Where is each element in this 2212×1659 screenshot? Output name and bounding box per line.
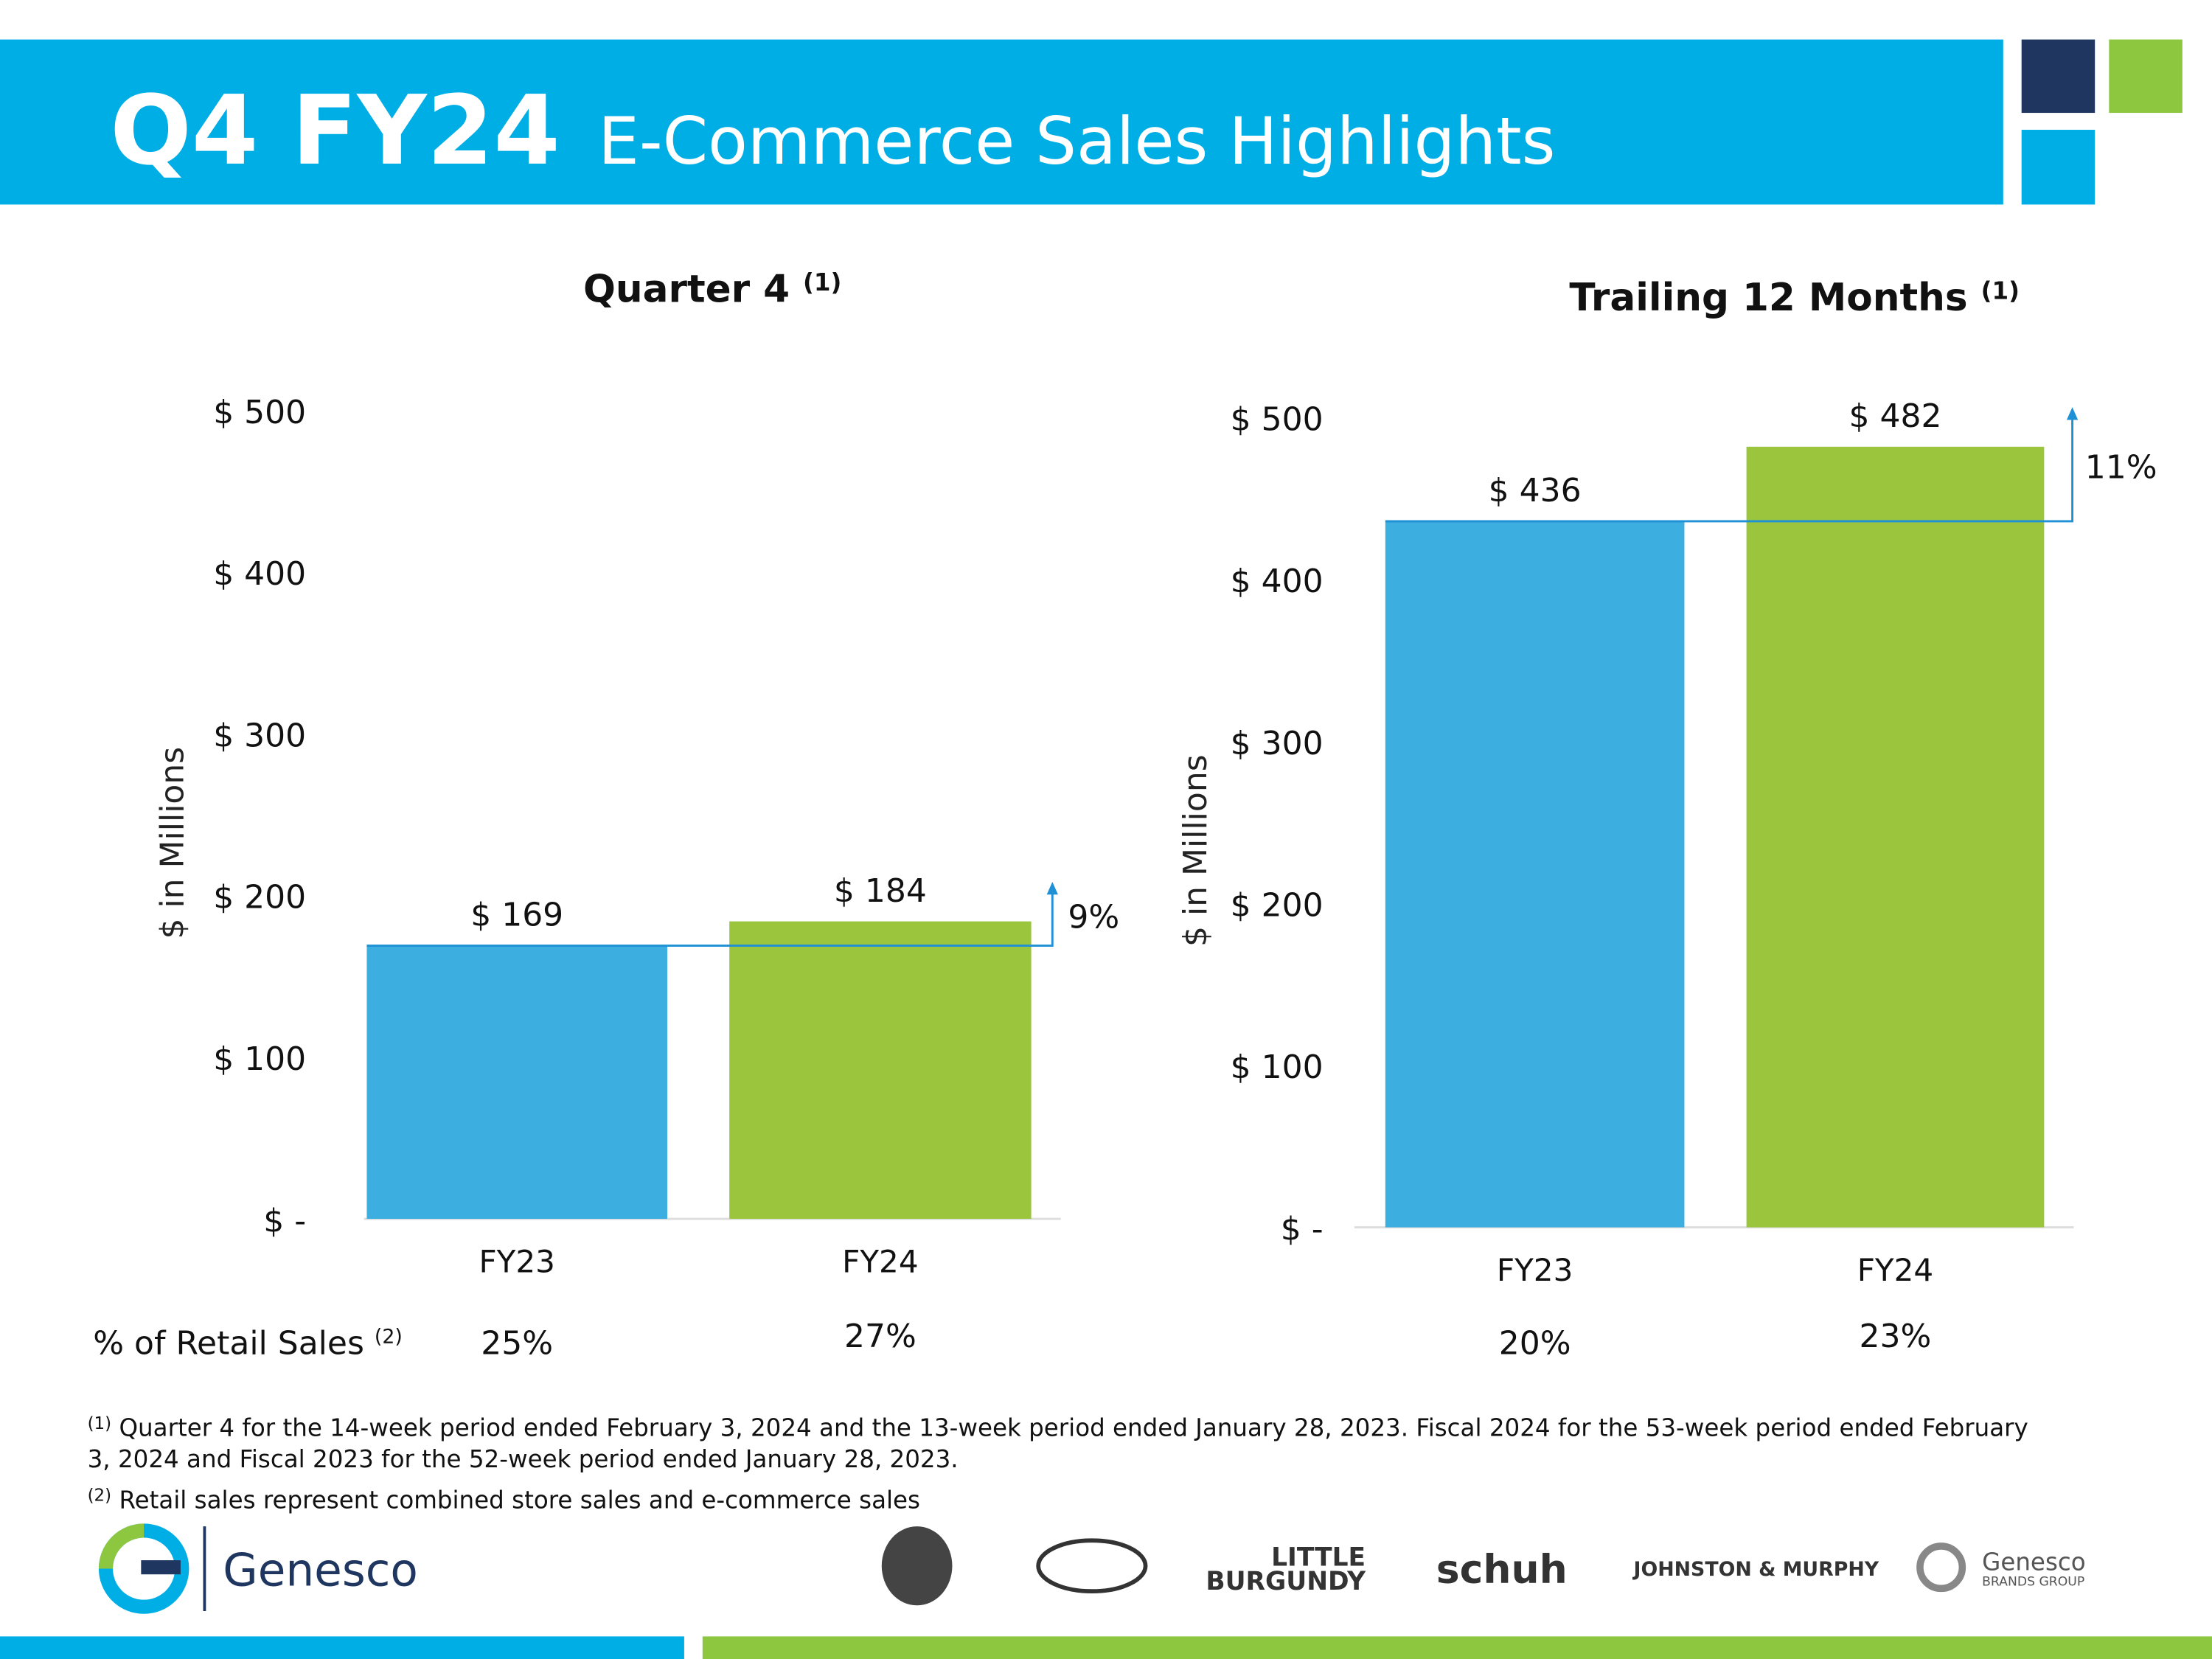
x-tick-label: FY24	[1857, 1252, 1933, 1288]
chart-title-note: (1)	[1981, 277, 2020, 305]
growth-arrow	[1046, 882, 1058, 895]
value-label: $ 482	[1848, 397, 1941, 435]
retail-label: % of Retail Sales (2)	[93, 1325, 403, 1363]
footnote: (1) Quarter 4 for the 14-week period end…	[88, 1414, 2028, 1442]
chart-title-text: Quarter 4	[583, 267, 790, 311]
value-label: $ 436	[1489, 472, 1582, 509]
y-tick-label: $ -	[1281, 1211, 1324, 1248]
chart-title: Trailing 12 Months (1)	[1569, 276, 2020, 320]
x-tick-label: FY23	[1497, 1252, 1573, 1288]
company: Genesco	[223, 1545, 418, 1597]
y-tick-label: $ 100	[213, 1040, 306, 1078]
brand-logo	[1036, 1538, 1148, 1594]
chart-title: Quarter 4 (1)	[583, 267, 841, 311]
retail-share: 25%	[481, 1325, 553, 1363]
brand-logo	[1916, 1543, 1966, 1593]
y-axis-label: $ in Millions	[154, 747, 192, 939]
value-label: $ 169	[470, 897, 563, 934]
title-bold: Q4 FY24	[110, 74, 560, 187]
y-tick-label: $ 400	[213, 555, 306, 593]
brand: JOHNSTON & MURPHY	[1632, 1558, 1879, 1581]
header-band	[0, 39, 2003, 205]
brand: BRANDS GROUP	[1982, 1575, 2084, 1590]
growth-line	[366, 893, 1054, 947]
footer-logo: Genesco	[98, 1523, 418, 1614]
growth-label: 9%	[1068, 898, 1119, 936]
footnote: 3, 2024 and Fiscal 2023 for the 52-week …	[88, 1445, 959, 1473]
brand-logo	[881, 1526, 953, 1606]
y-tick-label: $ 100	[1231, 1048, 1324, 1086]
footnote: (2) Retail sales represent combined stor…	[88, 1486, 920, 1514]
bar	[1385, 521, 1685, 1228]
chart: Trailing 12 Months (1) $ in Millions $ - $ …	[1177, 276, 2157, 1363]
brand: schuh	[1436, 1546, 1568, 1593]
brand: Genesco	[1982, 1548, 2086, 1576]
y-tick-label: $ 500	[1231, 401, 1324, 439]
y-tick-label: $ 200	[213, 879, 306, 917]
growth-arrow	[2066, 407, 2079, 420]
y-tick-label: $ -	[263, 1202, 306, 1239]
brand: BURGUNDY	[1206, 1567, 1366, 1596]
footer-band	[0, 1636, 684, 1659]
y-tick-label: $ 200	[1231, 886, 1324, 924]
growth-line	[1385, 418, 2074, 523]
chart-title-text: Trailing 12 Months	[1569, 276, 1967, 320]
retail-share: 27%	[844, 1318, 917, 1355]
title: E-Commerce Sales Highlights	[598, 103, 1555, 179]
bar	[366, 945, 667, 1220]
bar	[729, 921, 1032, 1220]
x-tick-label: FY24	[842, 1244, 918, 1280]
bar	[1746, 446, 2045, 1228]
brand: LITTLE	[1271, 1543, 1366, 1573]
chart-title-note: (1)	[803, 268, 841, 296]
growth-label: 11%	[2085, 449, 2157, 487]
chart: Quarter 4 (1) $ in Millions $ - $ 100 $ 200 $…	[154, 267, 1119, 1362]
footer-band	[702, 1636, 2212, 1659]
x-tick-label: FY23	[479, 1244, 554, 1280]
retail-share: 20%	[1499, 1325, 1571, 1363]
deco-square	[2021, 130, 2096, 205]
y-tick-label: $ 300	[1231, 725, 1324, 762]
y-tick-label: $ 300	[213, 717, 306, 755]
deco-square	[2021, 39, 2096, 114]
y-tick-label: $ 400	[1231, 563, 1324, 600]
y-tick-label: $ 500	[213, 394, 306, 431]
retail-share: 23%	[1860, 1318, 1932, 1355]
y-axis-label: $ in Millions	[1177, 754, 1214, 947]
value-label: $ 184	[834, 872, 927, 910]
deco-square	[2109, 39, 2183, 114]
